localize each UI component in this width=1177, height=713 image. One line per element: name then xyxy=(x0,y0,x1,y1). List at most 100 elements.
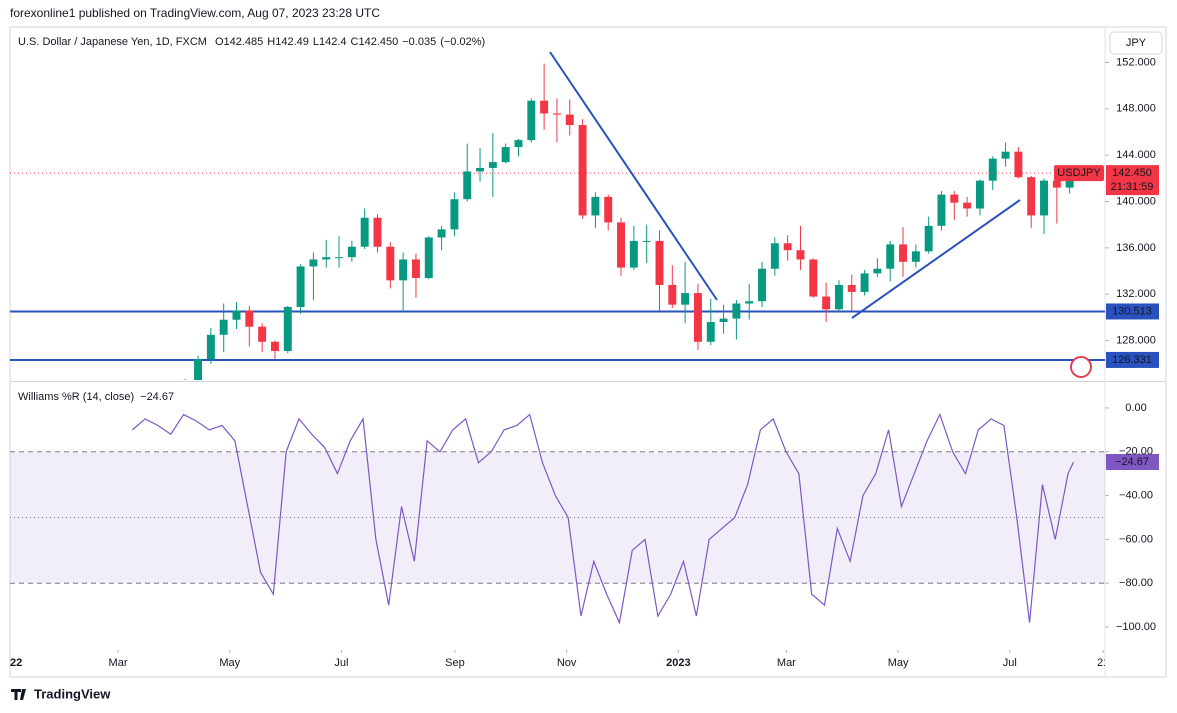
candle-body xyxy=(834,284,843,310)
candle-body xyxy=(1027,177,1036,216)
legend-prefix: H xyxy=(267,36,275,48)
candle-body xyxy=(873,268,882,274)
y-tick-label: −80.00 xyxy=(1119,577,1153,589)
brand-logo xyxy=(11,689,26,700)
williams-line xyxy=(131,412,1075,625)
indicator-label: −24.67 xyxy=(1115,456,1149,468)
x-tick-label: Nov xyxy=(557,657,577,669)
candle-body xyxy=(732,303,741,319)
candle-body xyxy=(937,194,946,226)
candle-body xyxy=(194,359,203,380)
candle-body xyxy=(360,217,369,247)
flag-icon xyxy=(1070,356,1092,378)
candle-body xyxy=(245,310,254,327)
candle-body xyxy=(642,240,651,242)
level-label: 130.513 xyxy=(1112,305,1152,317)
candle-body xyxy=(270,341,279,352)
candle-body xyxy=(1052,180,1061,188)
candle-body xyxy=(988,158,997,181)
candle-body xyxy=(347,246,356,258)
trend-line xyxy=(549,51,718,301)
price-box xyxy=(1106,165,1159,196)
symbol-label: USDJPY xyxy=(1057,167,1101,179)
candle-body xyxy=(283,306,292,352)
x-tick-label: Mar xyxy=(109,657,128,669)
indicator-box xyxy=(1106,454,1159,471)
candle-body xyxy=(924,225,933,252)
candle-body xyxy=(232,310,241,320)
x-tick-label: May xyxy=(888,657,909,669)
candle-body xyxy=(258,326,267,342)
candle-body xyxy=(783,243,792,251)
x-tick-label: Mar xyxy=(777,657,796,669)
candle-body xyxy=(770,243,779,269)
candle-body xyxy=(860,273,869,292)
x-tick-label: 21 xyxy=(1097,657,1109,669)
y-tick-label: 132.000 xyxy=(1116,288,1156,300)
y-tick-label: −40.00 xyxy=(1119,489,1153,501)
level-label-box xyxy=(1106,303,1159,320)
candle-body xyxy=(565,114,574,126)
legend-value: 142.450 xyxy=(358,36,398,48)
candle-body xyxy=(899,244,907,262)
legend-value: 142.4 xyxy=(319,36,347,48)
candle-body xyxy=(617,222,626,268)
candle-body xyxy=(463,171,472,200)
candle-body xyxy=(335,257,344,259)
timer-label: 21:31:59 xyxy=(1111,181,1154,193)
legend-value: 142.49 xyxy=(275,36,309,48)
candle-body xyxy=(719,318,728,323)
x-tick-label: Jul xyxy=(1003,657,1017,669)
candle-body xyxy=(514,140,523,148)
candle-body xyxy=(450,199,459,230)
candle-body xyxy=(1014,151,1023,178)
candle-body xyxy=(604,196,613,223)
candle-body xyxy=(886,244,895,269)
y-tick-label: −20.00 xyxy=(1119,446,1153,458)
candle-body xyxy=(322,257,331,260)
legend-prefix: L xyxy=(313,36,319,48)
candle-body xyxy=(796,250,805,260)
candle-body xyxy=(693,293,702,342)
price-label: 142.450 xyxy=(1112,167,1152,179)
y-tick-label: −100.00 xyxy=(1116,621,1156,633)
x-tick-label: 2023 xyxy=(666,657,690,669)
candle-body xyxy=(809,259,818,297)
candle-body xyxy=(1040,180,1048,216)
candle-body xyxy=(668,284,677,305)
level-label-box xyxy=(1106,351,1159,368)
x-tick-label: May xyxy=(219,657,240,669)
candle-body xyxy=(1065,180,1074,188)
candle-body xyxy=(540,100,549,114)
candle-body xyxy=(399,259,408,281)
candle-body xyxy=(501,147,510,163)
y-tick-label: 144.000 xyxy=(1116,149,1156,161)
indicator-value: −24.67 xyxy=(140,391,174,403)
x-tick-label: Sep xyxy=(445,657,465,669)
candle-body xyxy=(476,167,485,172)
y-tick-label: 136.000 xyxy=(1116,242,1156,254)
candle-body xyxy=(745,301,754,304)
chart-frame xyxy=(9,26,1167,678)
y-tick-label: 128.000 xyxy=(1116,335,1156,347)
candle-body xyxy=(527,100,536,141)
change: −0.035 xyxy=(402,36,436,48)
candle-body xyxy=(552,113,561,115)
candle-body xyxy=(296,266,305,307)
candle-body xyxy=(219,319,228,335)
legend-prefix: C xyxy=(351,36,359,48)
currency[interactable]: JPY xyxy=(1126,37,1147,49)
candle-body xyxy=(424,237,433,279)
series-title: U.S. Dollar / Japanese Yen, 1D, FXCM xyxy=(18,36,207,48)
candle-body xyxy=(706,322,715,342)
candle-body xyxy=(681,293,690,305)
candle-body xyxy=(309,259,318,267)
candle-body xyxy=(386,246,395,281)
legend-prefix: O xyxy=(215,36,224,48)
candle-body xyxy=(578,125,587,216)
candle-body xyxy=(655,240,664,285)
currency-button[interactable] xyxy=(1109,31,1163,55)
y-tick-label: 0.00 xyxy=(1125,402,1146,414)
candle-body xyxy=(758,268,767,302)
